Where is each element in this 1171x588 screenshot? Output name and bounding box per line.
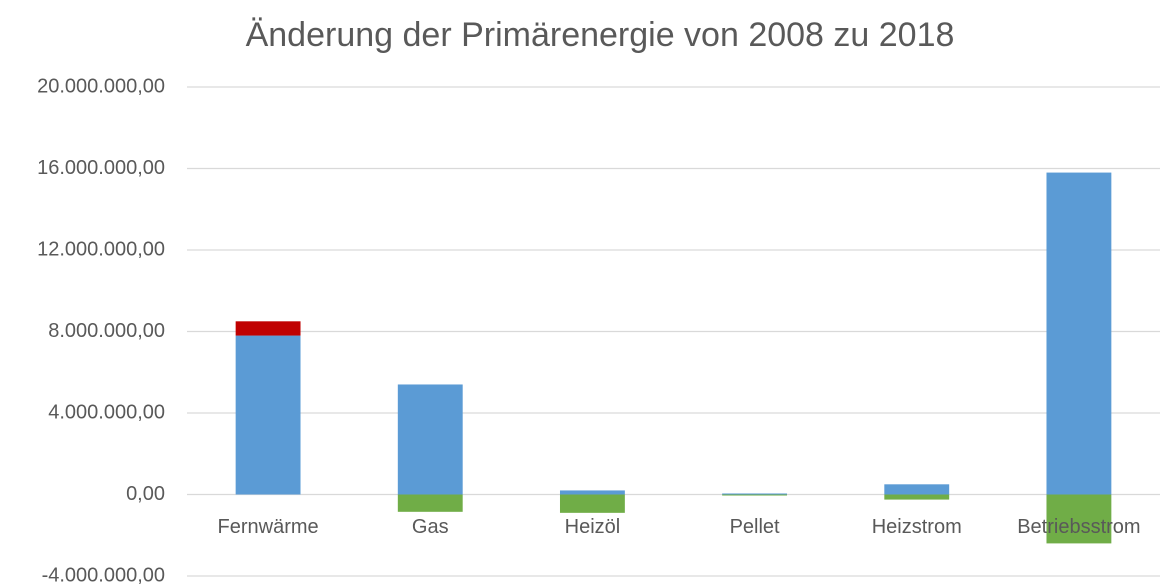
x-tick-label: Betriebsstrom: [1017, 516, 1140, 538]
y-tick-label: 4.000.000,00: [48, 401, 165, 423]
bar-segment: [884, 494, 950, 500]
bar-segment: [1046, 494, 1112, 544]
y-tick-label: 16.000.000,00: [37, 157, 165, 179]
chart-title: Änderung der Primärenergie von 2008 zu 2…: [246, 16, 955, 54]
bar-segment: [235, 335, 301, 495]
x-tick-label: Heizöl: [565, 516, 621, 538]
bar-segment: [722, 493, 788, 495]
y-tick-label: 8.000.000,00: [48, 320, 165, 342]
bar-segment: [722, 494, 788, 496]
bar-segment: [397, 494, 463, 512]
x-tick-label: Pellet: [730, 516, 780, 538]
x-tick-label: Fernwärme: [218, 516, 319, 538]
y-tick-label: 0,00: [126, 483, 165, 505]
bar-segment: [397, 384, 463, 495]
y-tick-label: 20.000.000,00: [37, 75, 165, 97]
y-tick-label: -4.000.000,00: [42, 564, 165, 586]
bar-segment: [559, 494, 625, 513]
y-tick-label: 12.000.000,00: [37, 238, 165, 260]
x-tick-label: Heizstrom: [872, 516, 962, 538]
bar-segment: [559, 490, 625, 495]
bar-segment: [884, 484, 950, 495]
x-tick-label: Gas: [412, 516, 449, 538]
bar-segment: [1046, 172, 1112, 495]
bar-segment: [235, 321, 301, 336]
